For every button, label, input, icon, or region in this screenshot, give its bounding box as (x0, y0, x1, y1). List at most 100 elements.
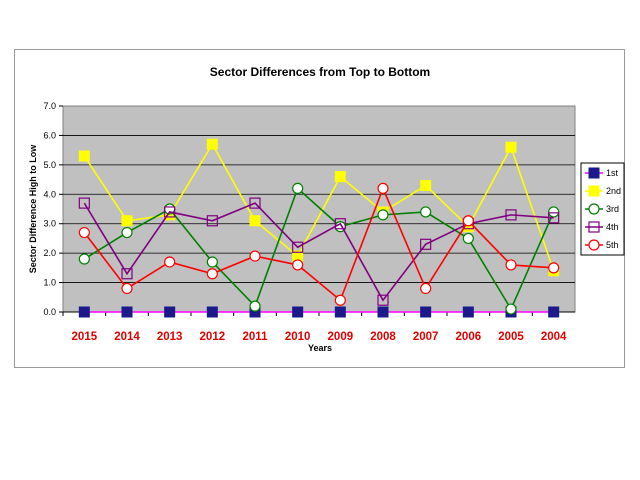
legend-label: 4th (606, 222, 619, 232)
data-point-3rd (505, 303, 517, 315)
data-point-1st (164, 306, 176, 318)
series-line-5th (83, 186, 554, 302)
legend-label: 3rd (606, 204, 619, 214)
data-point-5th (462, 215, 474, 227)
data-point-5th (505, 259, 517, 271)
data-point-1st (121, 306, 133, 318)
data-point-2nd (420, 179, 432, 191)
x-tick-label: 2012 (200, 331, 226, 343)
y-tick-label: 0.0 (43, 307, 56, 317)
x-tick-label: 2011 (243, 331, 269, 343)
legend-item-5th: 5th (585, 239, 619, 251)
data-point-3rd (249, 300, 261, 312)
data-point-4th (420, 238, 432, 250)
data-point-4th (121, 268, 133, 280)
y-tick-label: 2.0 (43, 248, 56, 258)
plot-area (62, 105, 576, 313)
data-point-4th (334, 218, 346, 230)
x-tick-label: 2014 (114, 331, 140, 343)
x-tick-label: 2008 (370, 331, 396, 343)
data-point-5th (377, 182, 389, 194)
y-tick-label: 3.0 (43, 219, 56, 229)
data-point-1st (420, 306, 432, 318)
legend-marker (588, 221, 600, 233)
data-point-1st (206, 306, 218, 318)
legend-marker (588, 203, 600, 215)
legend-label: 5th (606, 240, 619, 250)
data-point-1st (292, 306, 304, 318)
series-3rd (78, 182, 560, 315)
x-axis-ticks: 2015 2014 2013 2012 2011 2010 2009 2008 2007 2006… (62, 311, 575, 343)
data-point-3rd (78, 253, 90, 265)
x-tick-label: 2010 (285, 331, 311, 343)
legend-marker (588, 185, 600, 197)
data-point-1st (377, 306, 389, 318)
data-point-3rd (377, 209, 389, 221)
x-axis-label: Years (308, 343, 332, 353)
data-point-5th (121, 282, 133, 295)
x-tick-label: 2015 (72, 331, 98, 343)
data-point-4th (505, 209, 517, 221)
data-point-5th (206, 268, 218, 280)
series-5th (78, 182, 560, 306)
legend-label: 1st (606, 168, 619, 178)
data-point-5th (164, 256, 176, 268)
data-point-5th (420, 282, 432, 295)
data-point-4th (292, 241, 304, 253)
data-point-3rd (206, 256, 218, 268)
y-tick-label: 7.0 (43, 101, 56, 111)
data-point-4th (249, 197, 261, 209)
gridlines (63, 135, 575, 283)
y-axis-ticks: 0.0 1.0 2.0 3.0 4.0 5.0 6.0 7.0 (43, 101, 63, 317)
data-point-4th (377, 294, 389, 306)
series-2nd (78, 138, 560, 277)
legend-item-3rd: 3rd (585, 203, 619, 215)
series-layer (78, 138, 560, 318)
data-point-5th (548, 262, 560, 274)
data-point-2nd (334, 171, 346, 183)
x-tick-label: 2013 (157, 331, 183, 343)
data-point-4th (548, 212, 560, 224)
series-4th (78, 197, 560, 306)
data-point-2nd (78, 150, 90, 162)
data-point-1st (78, 306, 90, 318)
data-point-3rd (420, 206, 432, 218)
data-point-4th (78, 197, 90, 209)
legend-item-2nd: 2nd (585, 185, 621, 197)
series-line-4th (83, 202, 554, 302)
data-point-5th (249, 250, 261, 262)
chart-title: Sector Differences from Top to Bottom (210, 65, 430, 79)
data-point-4th (164, 206, 176, 218)
data-point-3rd (292, 182, 304, 194)
x-tick-label: 2004 (541, 331, 567, 343)
legend-item-1st: 1st (585, 167, 619, 179)
data-point-3rd (462, 232, 474, 245)
data-point-4th (206, 215, 218, 227)
legend-marker (588, 167, 600, 179)
data-point-2nd (206, 138, 218, 150)
x-tick-label: 2009 (328, 331, 354, 343)
data-point-3rd (121, 226, 133, 239)
data-point-5th (292, 259, 304, 271)
x-tick-label: 2005 (498, 331, 524, 343)
data-point-5th (334, 294, 346, 306)
data-point-1st (334, 306, 346, 318)
legend-item-4th: 4th (585, 221, 619, 233)
legend: 1st 2nd 3rd 4th 5th (580, 162, 625, 256)
series-line-2nd (83, 142, 555, 272)
y-tick-label: 5.0 (43, 160, 56, 170)
data-point-2nd (121, 215, 133, 227)
series-line-3rd (83, 187, 555, 311)
data-point-5th (78, 226, 90, 239)
data-point-3rd (548, 206, 560, 218)
legend-marker (588, 239, 600, 251)
y-tick-label: 6.0 (43, 130, 56, 140)
data-point-2nd (249, 215, 261, 227)
x-tick-label: 2007 (413, 331, 439, 343)
y-tick-label: 1.0 (43, 278, 56, 288)
data-point-1st (548, 306, 560, 318)
x-tick-label: 2006 (456, 331, 482, 343)
y-tick-label: 4.0 (43, 189, 56, 199)
data-point-1st (462, 306, 474, 318)
